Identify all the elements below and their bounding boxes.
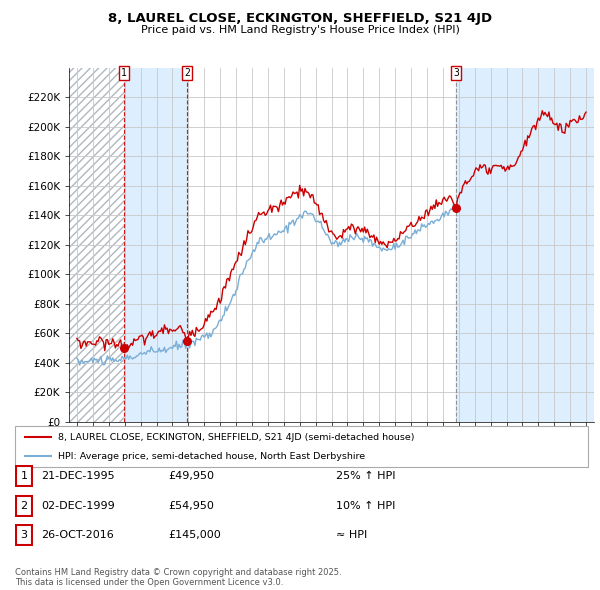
FancyBboxPatch shape	[15, 426, 588, 467]
Text: 26-OCT-2016: 26-OCT-2016	[41, 530, 113, 540]
Text: 25% ↑ HPI: 25% ↑ HPI	[336, 471, 395, 481]
Text: 1: 1	[20, 471, 28, 481]
Bar	[124, 68, 187, 422]
Text: 10% ↑ HPI: 10% ↑ HPI	[336, 501, 395, 510]
Text: 8, LAUREL CLOSE, ECKINGTON, SHEFFIELD, S21 4JD (semi-detached house): 8, LAUREL CLOSE, ECKINGTON, SHEFFIELD, S…	[58, 432, 415, 442]
Text: Price paid vs. HM Land Registry's House Price Index (HPI): Price paid vs. HM Land Registry's House …	[140, 25, 460, 35]
Text: ≈ HPI: ≈ HPI	[336, 530, 367, 540]
Text: 3: 3	[20, 530, 28, 540]
Point	[182, 336, 192, 346]
Text: 1: 1	[121, 68, 127, 78]
Text: 21-DEC-1995: 21-DEC-1995	[41, 471, 115, 481]
Point	[451, 203, 461, 213]
Bar	[456, 68, 594, 422]
Text: Contains HM Land Registry data © Crown copyright and database right 2025.
This d: Contains HM Land Registry data © Crown c…	[15, 568, 341, 587]
Text: 3: 3	[453, 68, 459, 78]
Point	[119, 343, 129, 353]
FancyBboxPatch shape	[16, 496, 32, 516]
Text: 8, LAUREL CLOSE, ECKINGTON, SHEFFIELD, S21 4JD: 8, LAUREL CLOSE, ECKINGTON, SHEFFIELD, S…	[108, 12, 492, 25]
Text: £54,950: £54,950	[168, 501, 214, 510]
FancyBboxPatch shape	[16, 525, 32, 545]
Text: 02-DEC-1999: 02-DEC-1999	[41, 501, 115, 510]
Text: £145,000: £145,000	[168, 530, 221, 540]
FancyBboxPatch shape	[16, 466, 32, 486]
Text: 2: 2	[20, 501, 28, 510]
Text: 2: 2	[184, 68, 190, 78]
Text: £49,950: £49,950	[168, 471, 214, 481]
Text: HPI: Average price, semi-detached house, North East Derbyshire: HPI: Average price, semi-detached house,…	[58, 451, 365, 461]
